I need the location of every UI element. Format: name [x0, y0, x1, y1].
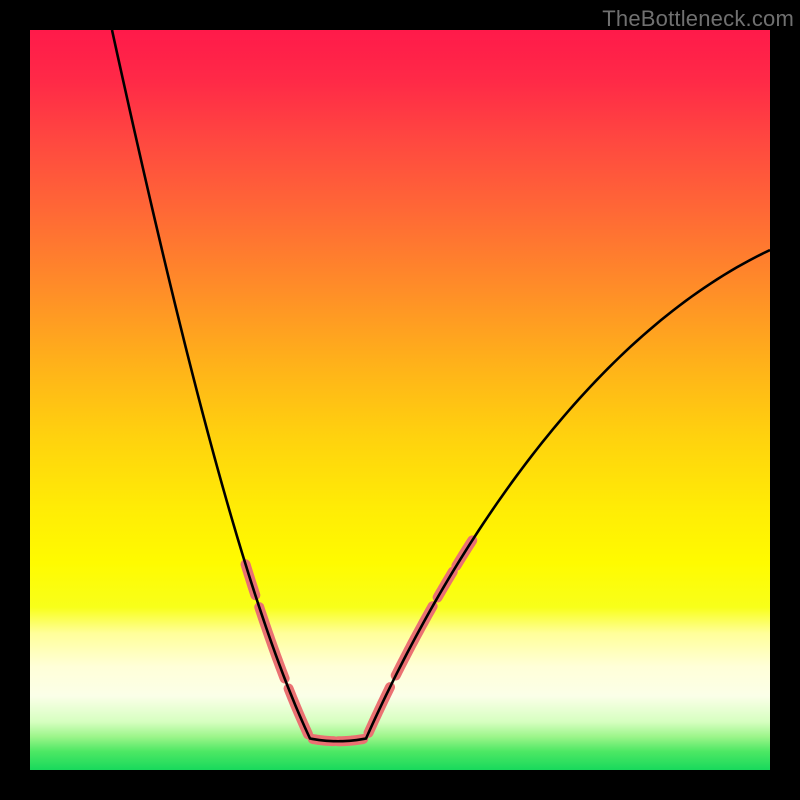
canvas: TheBottleneck.com	[0, 0, 800, 800]
watermark-text: TheBottleneck.com	[602, 6, 794, 32]
plot-area	[30, 30, 770, 770]
plot-svg	[30, 30, 770, 770]
